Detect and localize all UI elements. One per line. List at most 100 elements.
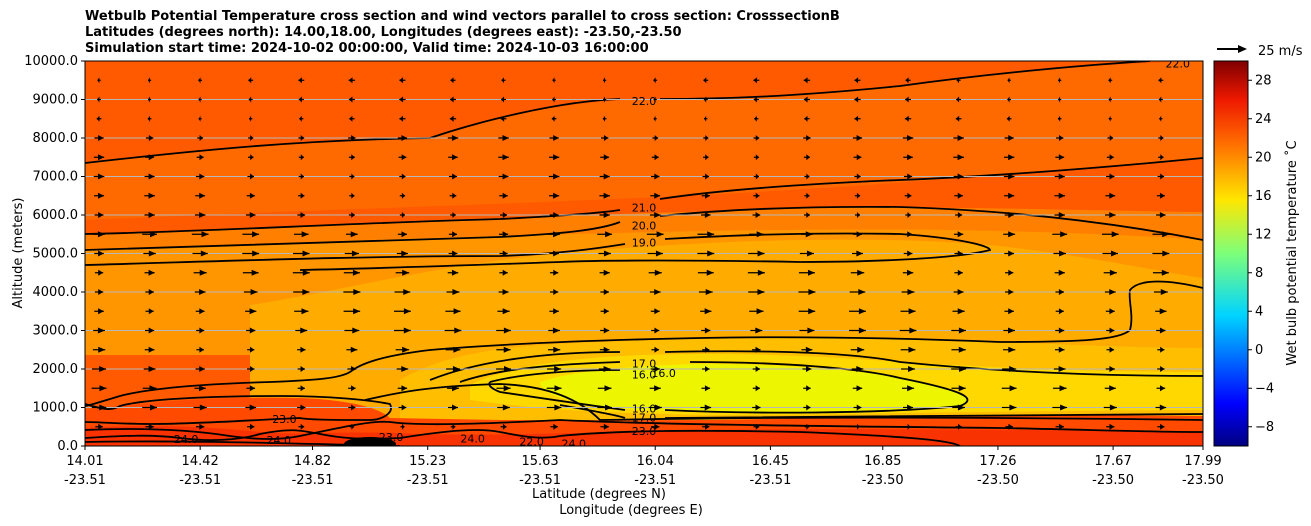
wind-vector-head	[553, 154, 560, 161]
quiver-key-arrowhead	[1238, 45, 1247, 53]
wind-vector-head	[501, 77, 504, 84]
wind-vector-head	[1009, 385, 1017, 392]
wind-vector-head	[854, 96, 859, 103]
wind-vector-head	[806, 423, 810, 430]
wind-vector-head	[150, 231, 158, 238]
wind-vector-head	[451, 404, 458, 411]
wind-vector-head	[552, 77, 555, 84]
contour-label: 24.0	[267, 434, 292, 447]
wind-vector-head	[147, 115, 150, 122]
wind-vector-head	[401, 250, 408, 257]
wind-vector-head	[148, 269, 155, 276]
wind-vector-head	[704, 404, 712, 411]
wind-vector-head	[654, 192, 661, 199]
wind-vector-head	[957, 404, 965, 411]
wind-vector-head	[199, 212, 206, 218]
wind-vector-head	[1008, 423, 1013, 430]
wind-vector-head	[553, 212, 559, 218]
y-axis-label: Altitude (meters)	[11, 198, 26, 309]
colorbar-bar	[1213, 60, 1249, 447]
wind-vector-head	[806, 404, 811, 411]
wind-vector-head	[1058, 346, 1065, 353]
wind-vector-head	[199, 404, 207, 411]
wind-vector-head	[654, 173, 660, 180]
wind-vectors	[91, 77, 1170, 430]
y-axis: 0.0 1000.0 2000.0 3000.0 4000.0 5000.0 6000.0 7…	[24, 54, 85, 454]
wind-vector-head	[1111, 250, 1119, 257]
wind-vector-head	[399, 96, 404, 103]
wind-vector-head	[1058, 269, 1065, 276]
wind-vector-head	[98, 212, 104, 218]
wind-vector-head	[1008, 135, 1014, 141]
contour-24b	[85, 440, 401, 446]
wind-vector-head	[907, 250, 913, 257]
wind-vector-head	[603, 269, 610, 276]
wind-vector-head	[603, 154, 610, 161]
x-tick-label-lat: 17.26	[979, 454, 1016, 469]
wind-vector-head	[1058, 192, 1066, 199]
wind-vector-head	[705, 173, 710, 180]
wind-vector-head	[1109, 308, 1115, 315]
wind-vector-head	[401, 231, 407, 238]
wind-vector-head	[957, 192, 963, 199]
wind-vector-head	[502, 308, 510, 315]
wind-vector-head	[856, 231, 863, 238]
wind-vector-head	[905, 96, 909, 103]
wind-vector-head	[703, 96, 707, 103]
wind-vector-head	[502, 212, 508, 218]
wind-vector-head	[148, 173, 155, 180]
wind-vector-head	[755, 192, 760, 199]
wind-vector-head	[856, 212, 861, 218]
wind-vector-head	[148, 423, 154, 430]
wind-vector-head	[755, 423, 760, 430]
wind-vector-head	[249, 327, 256, 334]
wind-vector-head	[199, 366, 205, 372]
wind-vector-head	[149, 385, 157, 392]
wind-vector-head	[449, 115, 454, 122]
x-tick-label-lat: 16.85	[864, 454, 901, 469]
wind-vector-head	[907, 173, 913, 180]
wind-vector-head	[199, 173, 205, 180]
wind-vector-head	[249, 115, 252, 122]
wind-vector-head	[502, 289, 509, 295]
x-tick-label-lat: 15.23	[409, 454, 446, 469]
wind-vector-head	[553, 423, 558, 430]
wind-vector-head	[1058, 289, 1065, 295]
wind-vector-head	[452, 212, 456, 218]
wind-vector-head	[654, 327, 660, 334]
wind-vector-head	[654, 212, 661, 218]
contour-label: 24.0	[562, 438, 587, 451]
wind-vector-head	[248, 77, 252, 84]
wind-vector-head	[856, 135, 863, 141]
contour-label: 22.0	[632, 95, 657, 108]
wind-vector-head	[958, 423, 962, 430]
wind-vector-head	[1008, 308, 1014, 315]
wind-vector-head	[1109, 404, 1117, 411]
x-tick-label-lon: -23.51	[749, 473, 791, 488]
wind-vector-head	[1057, 115, 1061, 122]
wind-vector-head	[199, 192, 206, 199]
wind-vector-head	[502, 135, 509, 141]
wind-vector-head	[957, 212, 963, 218]
colorbar: −8 −4 0 4 8 12 16 20 24 28 Wet bulb potential tem…	[1213, 60, 1300, 447]
wind-vector-head	[502, 192, 508, 199]
wind-vector-head	[1109, 135, 1114, 141]
wind-vector-head	[806, 154, 810, 161]
wind-vector-head	[1160, 154, 1164, 161]
wind-vector-head	[704, 327, 711, 334]
x-tick-label-lat: 17.99	[1184, 454, 1221, 469]
wind-vector-head	[1009, 404, 1017, 411]
wind-vector-head	[654, 366, 660, 372]
wind-vector-head	[1008, 212, 1014, 218]
wind-vector-head	[98, 135, 104, 141]
wind-vector-head	[450, 96, 454, 103]
wind-vector-head	[401, 385, 408, 392]
wind-vector-head	[603, 346, 610, 353]
colorbar-tick-label: 16	[1255, 189, 1272, 204]
wind-vector-head	[806, 366, 812, 372]
wind-vector-head	[654, 423, 660, 430]
wind-vector-head	[653, 77, 656, 84]
wind-vector-head	[1058, 77, 1061, 84]
wind-vector-head	[1111, 231, 1119, 238]
